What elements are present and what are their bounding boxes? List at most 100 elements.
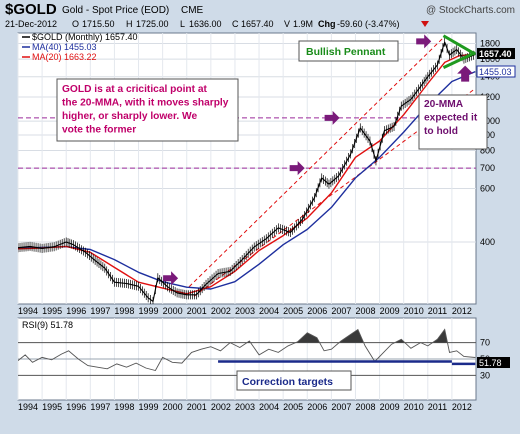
ma40-price-flag	[476, 65, 516, 78]
x-tick-label: 2005	[283, 306, 303, 316]
x-tick-label: 2011	[428, 402, 447, 412]
x-tick-label: 2001	[187, 402, 207, 412]
ma-note-box: 20-MMA expected it to hold	[418, 94, 488, 150]
x-tick-label: 2009	[380, 402, 400, 412]
volume-label: V	[284, 19, 290, 29]
change-label: Chg	[318, 19, 336, 29]
x-tick-label: 2008	[355, 402, 375, 412]
series-line-ma20	[18, 53, 476, 295]
quote-date: 21-Dec-2012	[5, 19, 57, 29]
rsi-line	[18, 328, 476, 372]
x-tick-label: 1996	[66, 402, 86, 412]
x-tick-label: 1997	[90, 306, 110, 316]
low-value: 1636.00	[189, 19, 222, 29]
rsi-overbought-fill	[18, 329, 476, 343]
ma-note-text: 20-MMA expected it to hold	[424, 99, 478, 137]
price-tick-label: 1600	[480, 54, 500, 64]
instrument-name: Gold - Spot Price (EOD)	[62, 5, 169, 16]
callout-frame	[56, 78, 239, 142]
x-tick-label: 2009	[380, 306, 400, 316]
legend-ma20: MA(20) 1663.22	[32, 52, 97, 62]
x-tick-label: 2012	[452, 402, 472, 412]
exchange-label: CME	[181, 5, 204, 16]
ma40-price-label: 1455.03	[479, 67, 512, 77]
high-value: 1725.00	[136, 19, 169, 29]
price-tick-label: 600	[480, 183, 495, 193]
x-tick-label: 2006	[307, 306, 327, 316]
x-tick-label: 2005	[283, 402, 303, 412]
ma-note-frame	[418, 94, 488, 150]
legend-gold: $GOLD (Monthly) 1657.40	[32, 32, 138, 42]
arrow-markers	[163, 34, 474, 286]
x-tick-label: 2004	[259, 402, 279, 412]
last-price-flag	[477, 48, 515, 59]
x-tick-label: 2012	[452, 306, 472, 316]
trend-channel-line	[188, 36, 446, 288]
open-label: O	[72, 19, 79, 29]
x-tick-label: 1994	[18, 402, 38, 412]
correction-label-box: Correction targets	[236, 370, 352, 391]
change-value: -59.60 (-3.47%)	[337, 19, 400, 29]
x-tick-label: 1998	[114, 306, 134, 316]
x-tick-label: 1995	[42, 402, 62, 412]
price-tick-label: 400	[480, 237, 495, 247]
arrow-marker-icon	[416, 34, 432, 49]
x-tick-label: 2007	[331, 402, 351, 412]
open-value: 1715.50	[82, 19, 115, 29]
x-tick-label: 2007	[331, 306, 351, 316]
price-tick-label: 1800	[480, 39, 500, 49]
up-arrow-icon	[457, 65, 474, 82]
high-label: H	[126, 19, 133, 29]
price-tick-label: 900	[480, 130, 495, 140]
x-tick-label: 2008	[355, 306, 375, 316]
x-tick-label: 2010	[404, 402, 424, 412]
x-axis-rsi: 1994 1995 1996 1997 1998 1999 2000 2001 2002 2003…	[18, 402, 472, 412]
pennant-label: Bullish Pennant	[306, 46, 386, 58]
legend: $GOLD (Monthly) 1657.40 MA(40) 1455.03 M…	[22, 32, 138, 62]
x-tick-label: 2003	[235, 402, 255, 412]
price-tick-label: 700	[480, 163, 495, 173]
last-price-label: 1657.40	[479, 49, 512, 59]
x-tick-label: 2002	[211, 402, 231, 412]
rsi-title: RSI(9) 51.78	[22, 320, 73, 330]
pennant-line	[442, 34, 476, 56]
price-tick-label: 800	[480, 146, 495, 156]
pennant-label-box: Bullish Pennant	[298, 40, 399, 62]
x-tick-label: 2003	[235, 306, 255, 316]
x-tick-label: 2011	[428, 306, 447, 316]
arrow-marker-icon	[163, 271, 179, 286]
x-tick-label: 2004	[259, 306, 279, 316]
x-tick-label: 2010	[404, 306, 424, 316]
rsi-series	[18, 328, 476, 372]
x-tick-label: 1999	[139, 306, 159, 316]
x-tick-label: 1994	[18, 306, 38, 316]
x-tick-label: 1998	[114, 402, 134, 412]
arrow-marker-icon	[289, 161, 305, 176]
legend-ma40: MA(40) 1455.03	[32, 42, 97, 52]
x-tick-label: 1995	[42, 306, 62, 316]
rsi-tick-label: 70	[480, 338, 490, 348]
price-tick-label: 1000	[480, 116, 500, 126]
price-series	[18, 34, 476, 304]
x-tick-label: 2000	[163, 306, 183, 316]
series-line-ma40	[18, 70, 476, 290]
down-arrow-icon	[421, 21, 429, 27]
volume-value: 1.9M	[293, 19, 313, 29]
correction-label-frame	[236, 370, 352, 391]
pennant-label-frame	[298, 40, 399, 62]
arrow-marker-icon	[324, 110, 340, 125]
watermark: @ StockCharts.com	[426, 5, 515, 16]
rsi-tick-label: 30	[480, 370, 490, 380]
close-value: 1657.40	[241, 19, 274, 29]
x-tick-label: 2000	[163, 402, 183, 412]
low-label: L	[180, 19, 185, 29]
close-label: C	[232, 19, 239, 29]
rsi-last-label: 51.78	[479, 358, 502, 368]
x-tick-label: 2006	[307, 402, 327, 412]
x-tick-label: 1996	[66, 306, 86, 316]
pennant-line	[442, 51, 476, 69]
x-axis-main: 1994 1995 1996 1997 1998 1999 2000 2001 2002 2003…	[18, 306, 472, 316]
correction-label: Correction targets	[242, 376, 333, 388]
